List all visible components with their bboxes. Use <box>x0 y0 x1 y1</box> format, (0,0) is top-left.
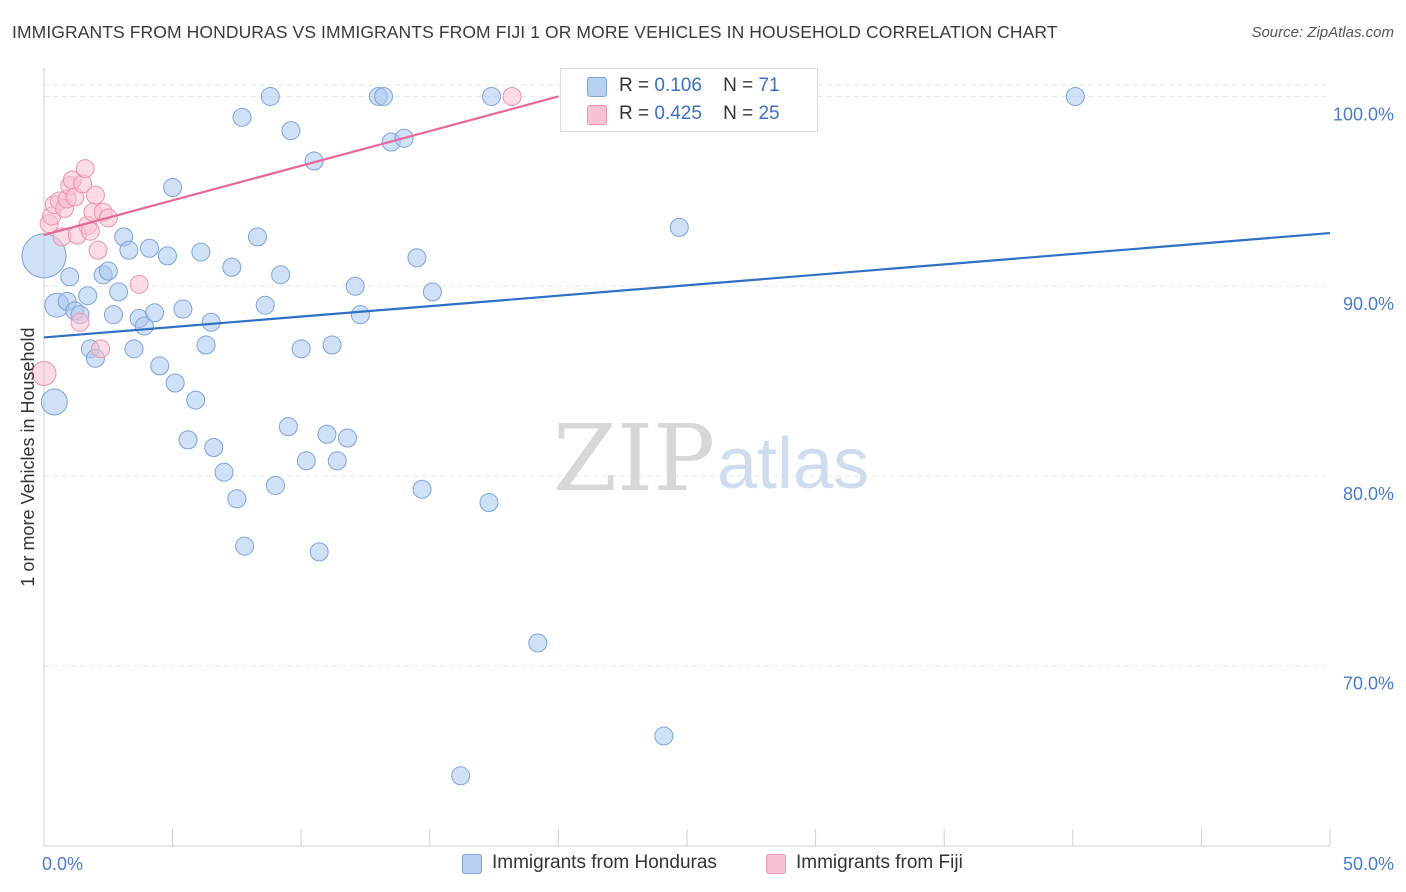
legend-n-value-fiji: 25 <box>758 103 780 124</box>
point-honduras-48 <box>317 424 337 444</box>
point-honduras-55 <box>374 86 394 106</box>
legend-r-label: R = <box>619 75 650 96</box>
point-honduras-35 <box>232 107 252 127</box>
point-fiji-12 <box>70 312 90 332</box>
source-credit: Source: ZipAtlas.com <box>1251 24 1394 41</box>
legend-swatch-fiji <box>587 105 607 125</box>
point-honduras-51 <box>337 428 357 448</box>
point-honduras-61 <box>451 766 471 786</box>
chart-title: IMMIGRANTS FROM HONDURAS VS IMMIGRANTS F… <box>12 22 1058 42</box>
point-honduras-38 <box>255 295 275 315</box>
point-honduras-27 <box>186 390 206 410</box>
point-honduras-40 <box>265 475 285 495</box>
trend-line-fiji <box>43 95 559 237</box>
point-fiji-24 <box>502 86 522 106</box>
point-honduras-37 <box>247 227 267 247</box>
y-tick-label-100: 100.0% <box>1333 104 1394 124</box>
point-honduras-50 <box>327 451 347 471</box>
point-honduras-49 <box>322 335 342 355</box>
trend-line-honduras <box>43 231 1331 339</box>
legend-n-label: N = <box>723 103 754 124</box>
point-honduras-66 <box>654 726 674 746</box>
point-honduras-16 <box>124 339 144 359</box>
point-honduras-7 <box>78 286 98 306</box>
point-honduras-58 <box>407 248 427 268</box>
point-honduras-1 <box>40 388 68 416</box>
point-honduras-41 <box>271 265 291 285</box>
point-honduras-25 <box>173 299 193 319</box>
point-honduras-36 <box>235 536 255 556</box>
point-fiji-14 <box>75 159 95 179</box>
point-honduras-19 <box>139 238 159 258</box>
point-honduras-45 <box>296 451 316 471</box>
x-tick-label-min: 0.0% <box>42 854 83 874</box>
series-label-fiji: Immigrants from Fiji <box>796 852 963 873</box>
y-tick-label-70: 70.0% <box>1343 674 1394 694</box>
point-honduras-43 <box>281 121 301 141</box>
point-honduras-70 <box>1065 86 1085 106</box>
watermark: ZIP atlas <box>553 405 869 512</box>
point-fiji-19 <box>88 240 108 260</box>
point-fiji-0 <box>31 361 57 387</box>
point-honduras-64 <box>528 633 548 653</box>
point-honduras-15 <box>119 240 139 260</box>
legend-r-value-fiji: 0.425 <box>654 103 702 124</box>
tick-labels: 0.0% 50.0% 70.0% 80.0% 90.0% 100.0% <box>42 104 1394 874</box>
point-honduras-13 <box>109 282 129 302</box>
y-tick-label-90: 90.0% <box>1343 294 1394 314</box>
point-honduras-46 <box>304 151 324 171</box>
point-fiji-18 <box>85 185 105 205</box>
point-honduras-34 <box>227 489 247 509</box>
point-honduras-11 <box>98 261 118 281</box>
point-honduras-20 <box>145 303 165 323</box>
point-honduras-32 <box>214 462 234 482</box>
watermark-zip: ZIP <box>553 405 715 512</box>
series-swatch-fiji <box>766 854 786 874</box>
point-honduras-29 <box>196 335 216 355</box>
point-honduras-26 <box>178 430 198 450</box>
x-tick-label-max: 50.0% <box>1343 854 1394 874</box>
legend-text-fiji: R = 0.425 N = 25 <box>619 103 780 125</box>
series-label-honduras: Immigrants from Honduras <box>492 852 717 873</box>
point-honduras-63 <box>482 86 502 106</box>
point-honduras-53 <box>350 305 370 325</box>
point-honduras-22 <box>157 246 177 266</box>
point-fiji-23 <box>129 274 149 294</box>
point-honduras-31 <box>204 438 224 458</box>
point-honduras-44 <box>291 339 311 359</box>
point-honduras-60 <box>422 282 442 302</box>
point-honduras-28 <box>191 242 211 262</box>
point-honduras-59 <box>412 479 432 499</box>
watermark-atlas: atlas <box>717 424 869 504</box>
point-honduras-24 <box>165 373 185 393</box>
point-fiji-20 <box>91 339 111 359</box>
axes <box>43 68 1331 847</box>
series-swatch-honduras <box>462 854 482 874</box>
point-honduras-39 <box>260 86 280 106</box>
legend-swatch-honduras <box>587 77 607 97</box>
point-honduras-23 <box>163 178 183 198</box>
point-honduras-21 <box>150 356 170 376</box>
legend-r-value-honduras: 0.106 <box>654 75 702 96</box>
y-axis-label: 1 or more Vehicles in Household <box>18 327 38 586</box>
legend-r-label: R = <box>619 103 650 124</box>
point-honduras-62 <box>479 493 499 513</box>
point-honduras-67 <box>669 217 689 237</box>
gridlines <box>44 84 1330 667</box>
point-honduras-42 <box>278 417 298 437</box>
legend-n-value-honduras: 71 <box>758 75 780 96</box>
point-honduras-12 <box>103 305 123 325</box>
legend-n-label: N = <box>723 75 754 96</box>
correlation-legend: R = 0.106 N = 71 R = 0.425 N = 25 <box>560 68 818 132</box>
legend-text-honduras: R = 0.106 N = 71 <box>619 75 780 97</box>
point-honduras-33 <box>222 257 242 277</box>
y-tick-label-80: 80.0% <box>1343 484 1394 504</box>
data-points <box>21 86 1085 786</box>
point-honduras-4 <box>60 267 80 287</box>
trend-lines <box>43 95 1331 339</box>
point-honduras-47 <box>309 542 329 562</box>
point-honduras-52 <box>345 276 365 296</box>
